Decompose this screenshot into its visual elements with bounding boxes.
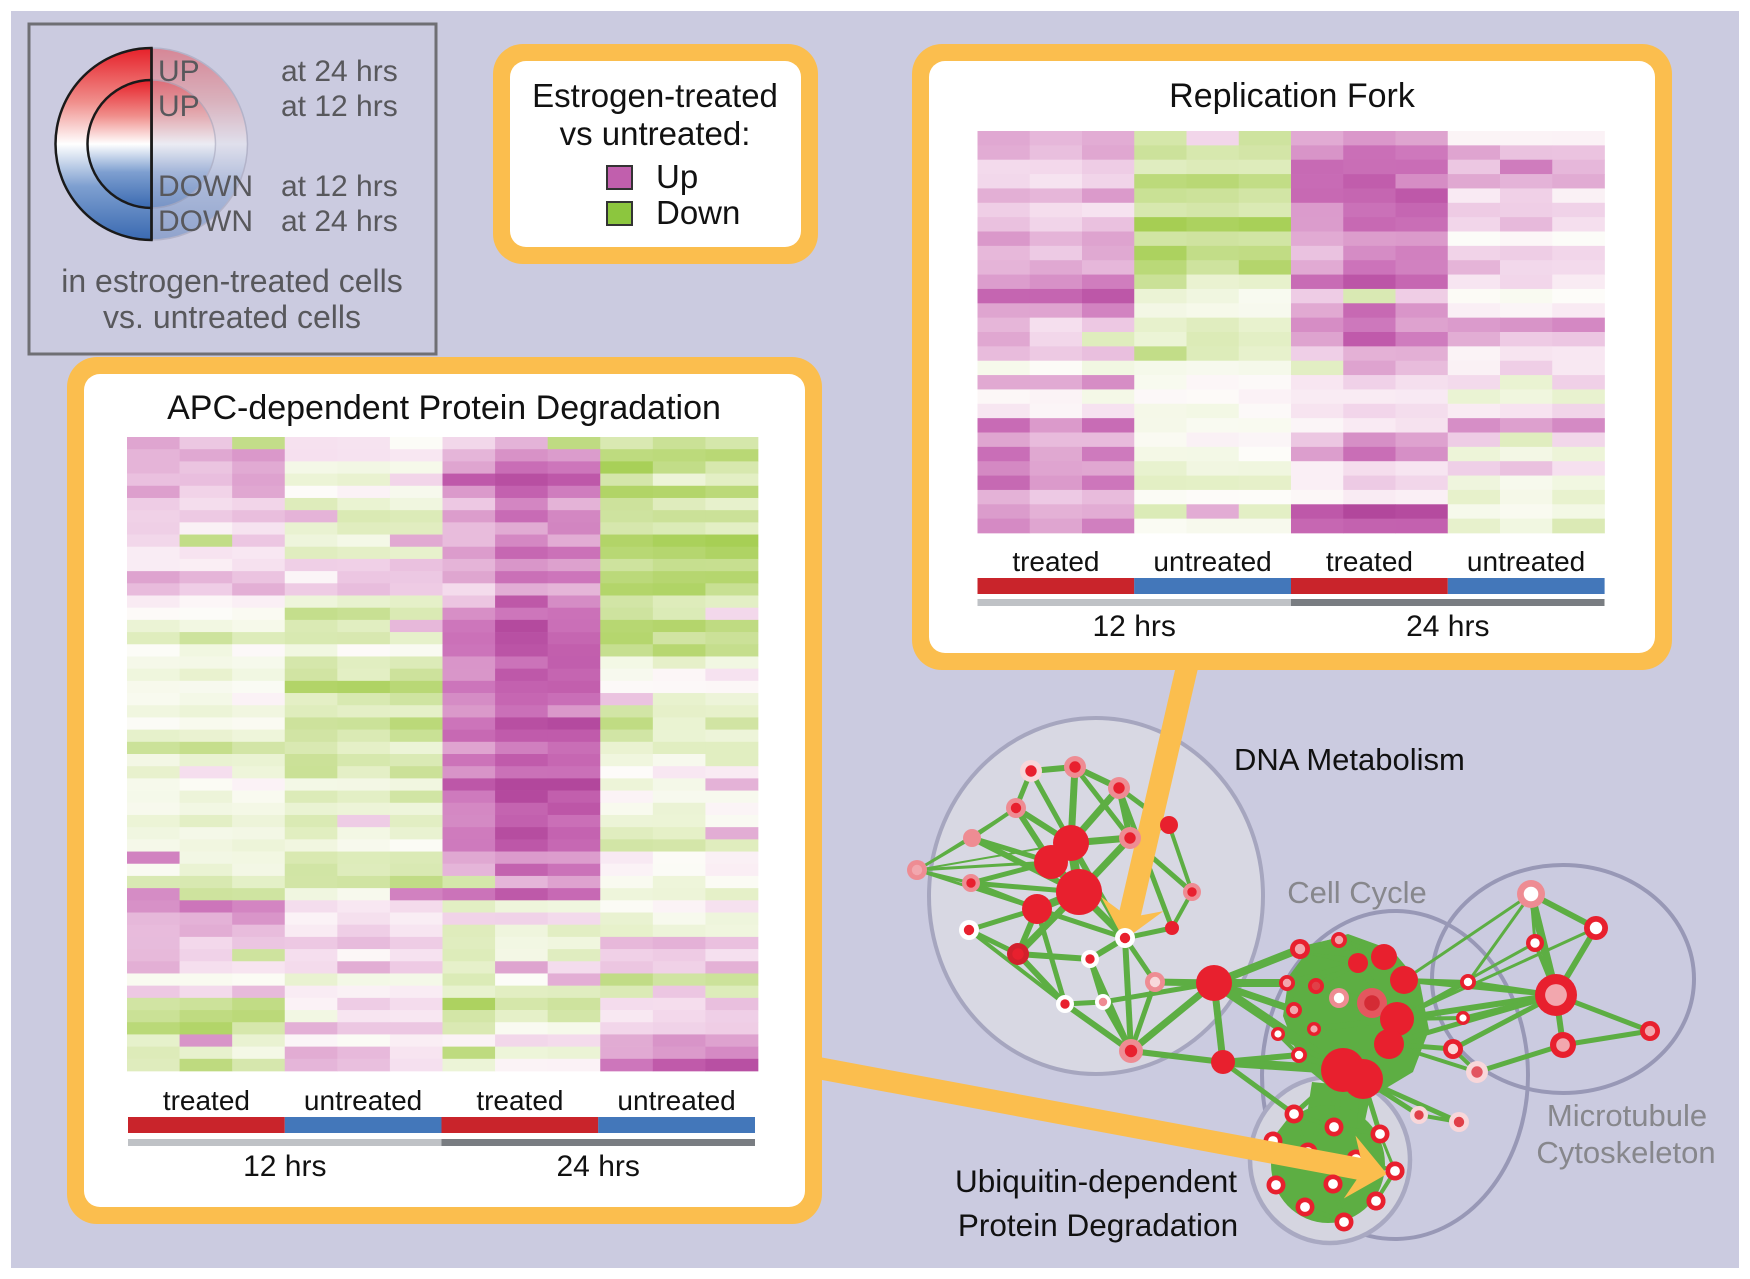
- svg-text:UP: UP: [158, 90, 200, 123]
- svg-text:untreated: untreated: [1153, 546, 1271, 577]
- svg-text:Down: Down: [656, 194, 740, 231]
- svg-text:Up: Up: [656, 158, 698, 195]
- svg-text:at 12 hrs: at 12 hrs: [281, 170, 398, 203]
- svg-text:at 12 hrs: at 12 hrs: [281, 90, 398, 123]
- svg-text:Cytoskeleton: Cytoskeleton: [1536, 1135, 1715, 1170]
- svg-text:at 24 hrs: at 24 hrs: [281, 55, 398, 88]
- svg-text:APC-dependent Protein Degradat: APC-dependent Protein Degradation: [167, 389, 721, 427]
- svg-text:vs untreated:: vs untreated:: [560, 115, 751, 152]
- svg-text:treated: treated: [476, 1085, 563, 1116]
- svg-text:12 hrs: 12 hrs: [243, 1150, 326, 1183]
- svg-text:DOWN: DOWN: [158, 170, 253, 203]
- svg-text:treated: treated: [163, 1085, 250, 1116]
- svg-text:Cell Cycle: Cell Cycle: [1287, 875, 1427, 910]
- svg-text:treated: treated: [1326, 546, 1413, 577]
- svg-text:DOWN: DOWN: [158, 205, 253, 238]
- svg-text:at 24 hrs: at 24 hrs: [281, 205, 398, 238]
- svg-text:untreated: untreated: [617, 1085, 735, 1116]
- svg-text:12 hrs: 12 hrs: [1093, 610, 1176, 643]
- svg-text:DNA Metabolism: DNA Metabolism: [1234, 742, 1465, 777]
- svg-text:Microtubule: Microtubule: [1547, 1098, 1707, 1133]
- svg-text:vs. untreated cells: vs. untreated cells: [103, 299, 361, 335]
- svg-text:24 hrs: 24 hrs: [1406, 610, 1489, 643]
- svg-text:24 hrs: 24 hrs: [557, 1150, 640, 1183]
- svg-text:UP: UP: [158, 55, 200, 88]
- svg-text:Ubiquitin-dependent: Ubiquitin-dependent: [955, 1163, 1237, 1199]
- svg-text:in estrogen-treated cells: in estrogen-treated cells: [61, 263, 403, 299]
- svg-text:Estrogen-treated: Estrogen-treated: [532, 77, 778, 114]
- svg-text:Replication Fork: Replication Fork: [1169, 77, 1416, 115]
- svg-text:treated: treated: [1012, 546, 1099, 577]
- svg-text:untreated: untreated: [1467, 546, 1585, 577]
- svg-text:untreated: untreated: [304, 1085, 422, 1116]
- svg-text:Protein Degradation: Protein Degradation: [958, 1207, 1238, 1243]
